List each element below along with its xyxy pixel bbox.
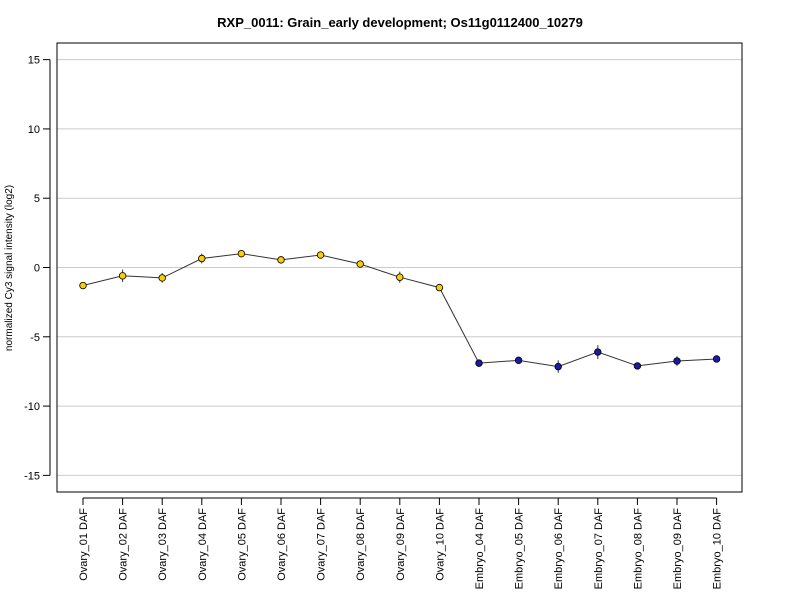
x-tick-label: Ovary_01 DAF [78,508,90,581]
y-tick-label: 10 [28,124,40,136]
y-axis-label: normalized Cy3 signal intensity (log2) [4,185,15,351]
data-point [633,362,642,370]
x-tick-label: Embryo_08 DAF [632,508,644,590]
x-tick-label: Embryo_10 DAF [712,508,724,590]
grid-lines [57,59,742,476]
y-tick-label: 5 [34,193,40,205]
x-tick-label: Embryo_05 DAF [514,508,526,590]
data-point [475,359,483,367]
data-point [396,273,404,281]
data-point [158,274,166,282]
x-tick-label: Embryo_09 DAF [672,508,684,590]
y-tick-label: -5 [30,332,40,344]
data-point [712,355,721,363]
x-tick-label: Ovary_03 DAF [157,508,169,581]
x-tick-label: Embryo_07 DAF [593,508,605,590]
data-point [79,281,87,290]
x-tick-label: Ovary_09 DAF [395,508,407,581]
y-tick-label: 15 [28,55,40,67]
data-point [277,256,285,264]
data-point [594,348,602,356]
y-axis: -15 -10 -5 0 5 10 15 [24,55,51,482]
x-tick-label: Embryo_04 DAF [474,508,486,590]
plot-frame [56,42,743,493]
data-point [316,251,325,259]
y-tick-label: -10 [24,401,40,413]
data-point [237,249,246,258]
series-line [79,249,721,373]
data-point [514,356,523,365]
x-tick-label: Ovary_10 DAF [434,508,446,581]
series-path [82,253,717,368]
x-axis: Ovary_01 DAF Ovary_02 DAF Ovary_03 DAF Ovar… [78,497,724,590]
x-tick-label: Ovary_07 DAF [316,508,328,581]
data-point [198,254,206,263]
data-point [356,260,364,268]
y-tick-label: 0 [34,263,40,275]
data-point [673,357,681,365]
x-tick-label: Ovary_05 DAF [236,508,248,581]
chart-title: RXP_0011: Grain_early development; Os11g… [217,15,583,30]
data-point [118,272,127,280]
x-tick-label: Ovary_02 DAF [118,508,130,581]
data-point [554,362,562,371]
data-point [435,283,444,292]
y-tick-label: -15 [24,470,40,482]
x-tick-label: Ovary_08 DAF [355,508,367,581]
x-tick-label: Ovary_06 DAF [276,508,288,581]
x-tick-label: Embryo_06 DAF [553,508,565,590]
x-tick-label: Ovary_04 DAF [197,508,209,581]
